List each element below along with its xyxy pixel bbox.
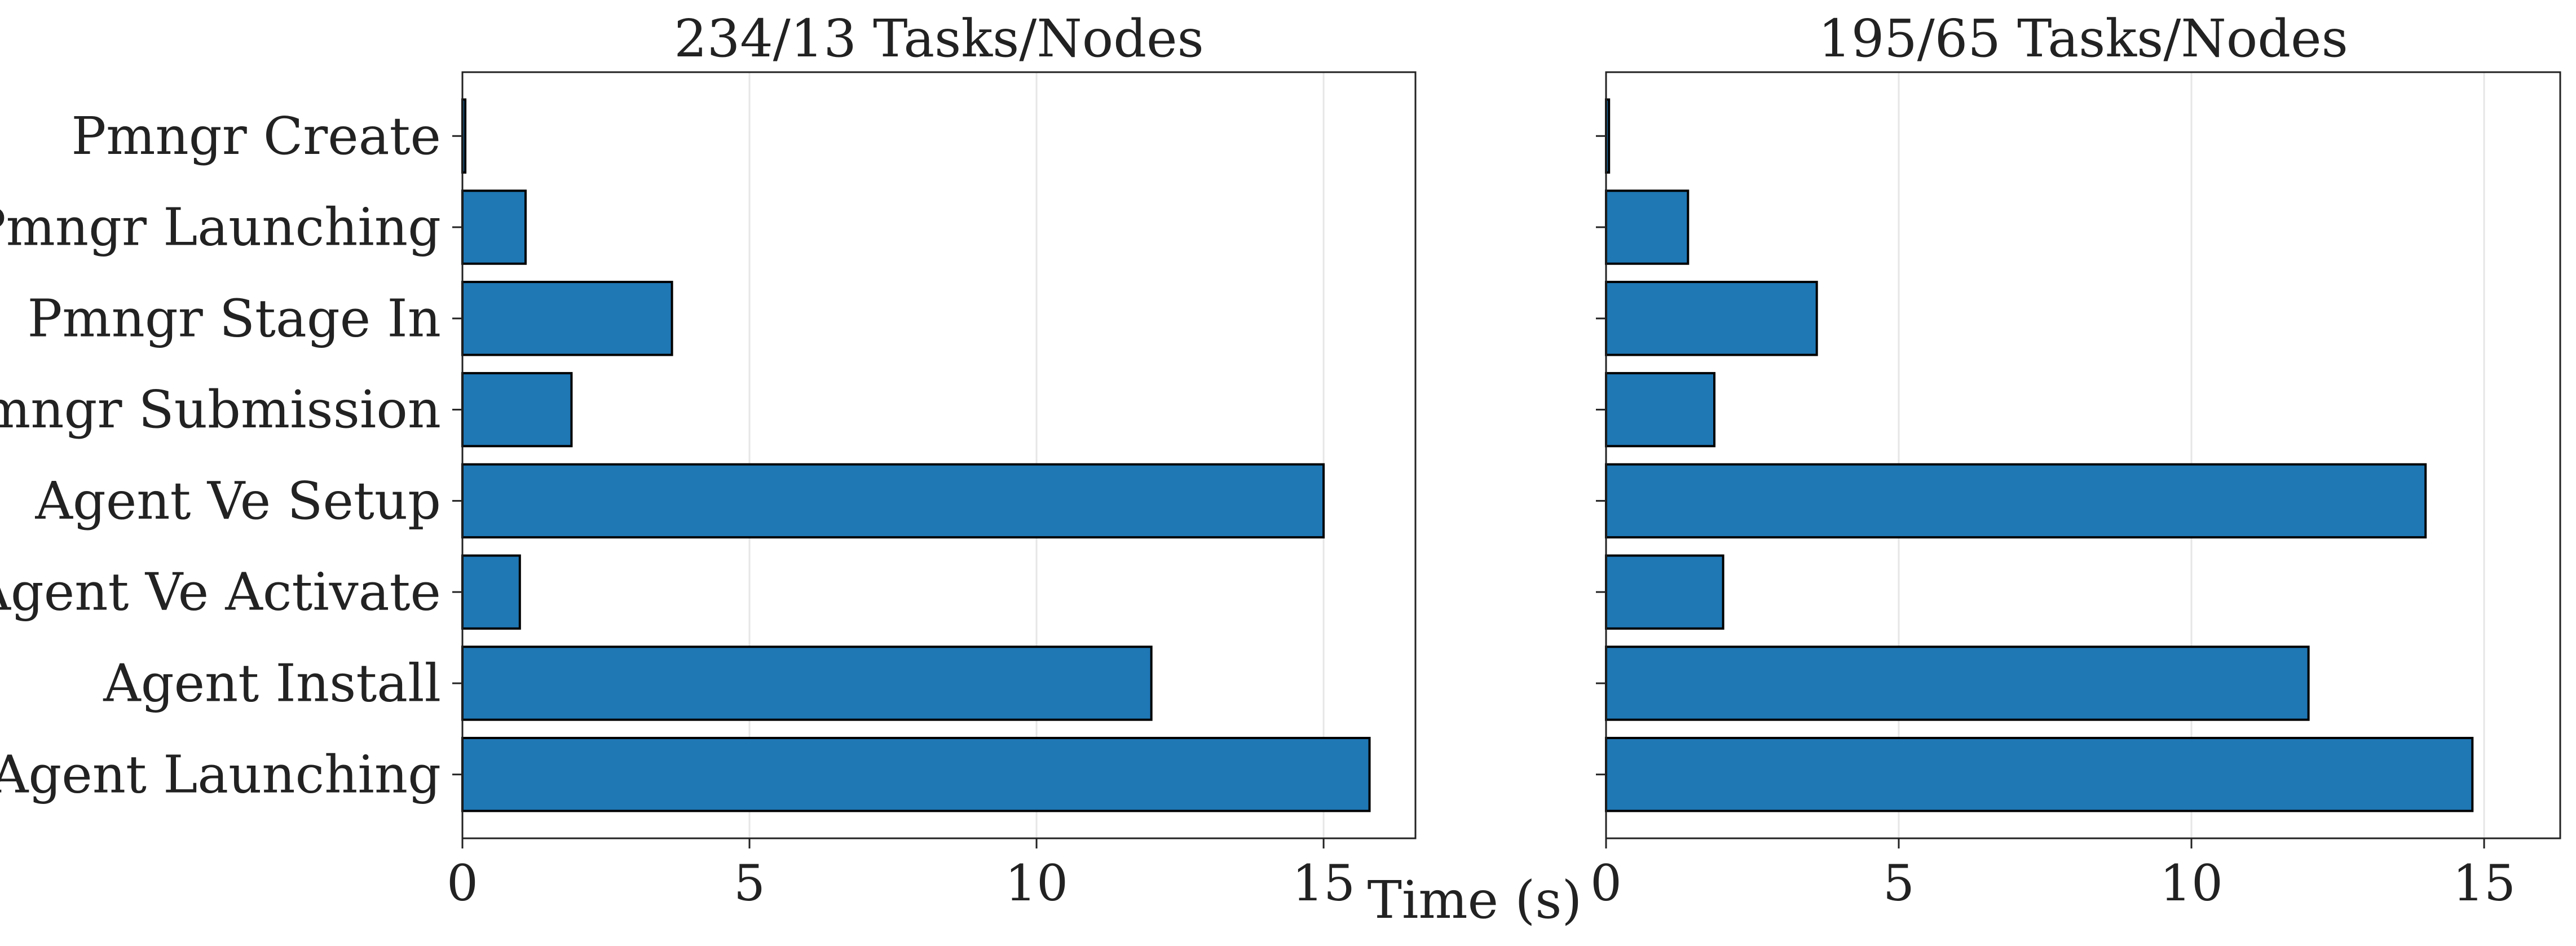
chart-title: 234/13 Tasks/Nodes <box>674 8 1204 69</box>
x-tick-label: 15 <box>1292 854 1355 912</box>
chart-panel-left: Pmngr Create Pmngr Launching Pmngr Stage I… <box>0 8 1417 912</box>
bar <box>1605 372 1716 448</box>
chart-title: 195/65 Tasks/Nodes <box>1818 8 2348 69</box>
x-tick-label: 5 <box>1883 854 1915 912</box>
x-tick-label: 10 <box>1005 854 1068 912</box>
bar <box>461 372 573 448</box>
bar <box>1605 463 2427 539</box>
x-tick-label: 5 <box>734 854 765 912</box>
x-tick-label: 10 <box>2160 854 2223 912</box>
bar <box>1605 189 1690 265</box>
bar <box>461 281 673 356</box>
bar <box>461 646 1153 721</box>
x-axis-label: Time (s) <box>1368 870 1582 930</box>
y-tick-label: Pmngr Stage In <box>27 288 441 348</box>
y-tick-label: Pmngr Create <box>71 106 441 166</box>
bar <box>1605 646 2310 721</box>
bar <box>461 189 527 265</box>
bar <box>461 737 1371 812</box>
bar <box>461 554 521 630</box>
y-tick-label: Agent Ve Setup <box>34 471 441 531</box>
bar <box>461 463 1325 539</box>
x-tick-label: 0 <box>1590 854 1622 912</box>
y-tick-label: Pmngr Launching <box>0 197 441 258</box>
bar <box>1605 554 1724 630</box>
y-tick-label: Pmngr Submission <box>0 379 441 440</box>
y-tick-label: Agent Launching <box>0 744 441 804</box>
y-tick-label: Agent Ve Activate <box>0 562 441 622</box>
bar <box>1605 737 2474 812</box>
bar <box>1605 281 1818 356</box>
x-tick-label: 0 <box>447 854 478 912</box>
plot-frame <box>461 71 1417 839</box>
x-tick-label: 15 <box>2453 854 2516 912</box>
chart-panel-right: 0 5 10 15 195/65 Tasks/Nodes <box>1590 8 2561 912</box>
plot-frame <box>1605 71 2561 839</box>
y-tick-label: Agent Install <box>103 653 441 713</box>
